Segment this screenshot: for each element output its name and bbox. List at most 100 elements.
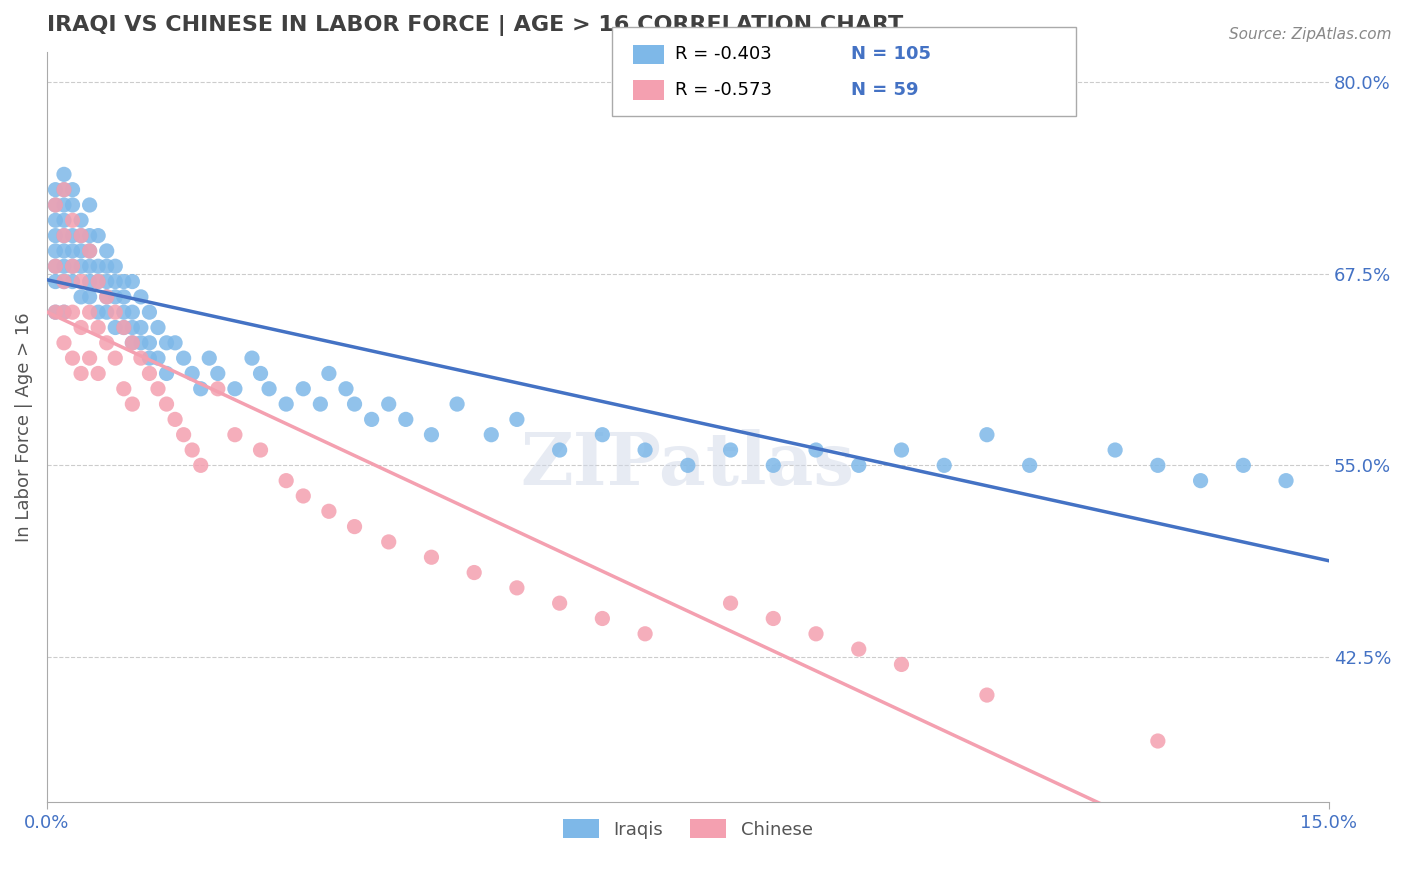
Point bbox=[634, 443, 657, 458]
Point bbox=[377, 397, 399, 411]
Text: N = 105: N = 105 bbox=[851, 45, 931, 63]
Point bbox=[190, 458, 212, 473]
Point bbox=[257, 382, 280, 396]
Point bbox=[79, 290, 101, 304]
Point bbox=[249, 443, 271, 458]
Point bbox=[377, 535, 399, 549]
Point bbox=[360, 412, 382, 426]
Point bbox=[173, 351, 195, 365]
Point bbox=[335, 382, 357, 396]
Legend: Iraqis, Chinese: Iraqis, Chinese bbox=[555, 812, 820, 846]
Point bbox=[87, 275, 110, 289]
Point bbox=[112, 290, 135, 304]
Text: ZIPatlas: ZIPatlas bbox=[520, 429, 855, 500]
Point bbox=[762, 458, 785, 473]
Point bbox=[79, 244, 101, 258]
Point bbox=[96, 244, 118, 258]
Point bbox=[53, 259, 76, 273]
Point bbox=[70, 244, 93, 258]
Point bbox=[343, 519, 366, 533]
Point bbox=[53, 183, 76, 197]
Point bbox=[104, 305, 127, 319]
Point bbox=[53, 213, 76, 227]
Point bbox=[1147, 734, 1170, 748]
Point bbox=[343, 397, 366, 411]
Point bbox=[112, 320, 135, 334]
Point bbox=[96, 290, 118, 304]
Point bbox=[121, 335, 143, 350]
Point bbox=[463, 566, 485, 580]
Point bbox=[890, 657, 912, 672]
Point bbox=[138, 335, 160, 350]
Point bbox=[155, 397, 177, 411]
Point bbox=[112, 305, 135, 319]
Point bbox=[548, 443, 571, 458]
Point bbox=[96, 335, 118, 350]
Point bbox=[138, 305, 160, 319]
Point bbox=[804, 627, 827, 641]
Text: IRAQI VS CHINESE IN LABOR FORCE | AGE > 16 CORRELATION CHART: IRAQI VS CHINESE IN LABOR FORCE | AGE > … bbox=[46, 15, 903, 36]
Point bbox=[79, 305, 101, 319]
Point bbox=[190, 382, 212, 396]
Point bbox=[53, 228, 76, 243]
Point bbox=[129, 290, 152, 304]
Point bbox=[79, 244, 101, 258]
Point bbox=[62, 305, 84, 319]
Point bbox=[804, 443, 827, 458]
Text: N = 59: N = 59 bbox=[851, 81, 918, 99]
Point bbox=[1275, 474, 1298, 488]
Point bbox=[104, 351, 127, 365]
Point bbox=[87, 320, 110, 334]
Point bbox=[62, 351, 84, 365]
Point bbox=[506, 581, 529, 595]
Point bbox=[44, 198, 66, 212]
Point bbox=[591, 611, 613, 625]
Point bbox=[121, 320, 143, 334]
Point bbox=[318, 367, 340, 381]
Point bbox=[506, 412, 529, 426]
Point bbox=[96, 305, 118, 319]
Point bbox=[96, 290, 118, 304]
Point bbox=[1232, 458, 1254, 473]
Point bbox=[1018, 458, 1040, 473]
Point bbox=[138, 367, 160, 381]
Point bbox=[181, 443, 204, 458]
Point bbox=[976, 688, 998, 702]
Point bbox=[79, 198, 101, 212]
Point bbox=[224, 382, 246, 396]
Point bbox=[121, 397, 143, 411]
Point bbox=[44, 183, 66, 197]
Point bbox=[165, 412, 187, 426]
Point bbox=[112, 382, 135, 396]
Point bbox=[1147, 458, 1170, 473]
Point bbox=[165, 335, 187, 350]
Point bbox=[138, 351, 160, 365]
Point bbox=[479, 427, 502, 442]
Point bbox=[762, 611, 785, 625]
Point bbox=[146, 320, 169, 334]
Point bbox=[1189, 474, 1212, 488]
Point bbox=[848, 642, 870, 657]
Point bbox=[53, 167, 76, 181]
Text: R = -0.573: R = -0.573 bbox=[675, 81, 772, 99]
Point bbox=[276, 474, 298, 488]
Point bbox=[890, 443, 912, 458]
Point bbox=[96, 275, 118, 289]
Point bbox=[155, 367, 177, 381]
Point bbox=[309, 397, 332, 411]
Point bbox=[173, 427, 195, 442]
Point bbox=[53, 275, 76, 289]
Point bbox=[112, 320, 135, 334]
Point bbox=[207, 367, 229, 381]
Point bbox=[121, 305, 143, 319]
Point bbox=[87, 367, 110, 381]
Point bbox=[44, 305, 66, 319]
Point bbox=[720, 443, 742, 458]
Point bbox=[249, 367, 271, 381]
Point bbox=[79, 259, 101, 273]
Point bbox=[44, 198, 66, 212]
Point bbox=[634, 627, 657, 641]
Point bbox=[155, 335, 177, 350]
Point bbox=[53, 275, 76, 289]
Point bbox=[129, 351, 152, 365]
